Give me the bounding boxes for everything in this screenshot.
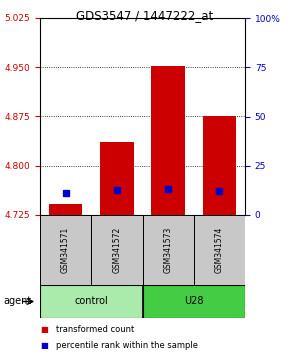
Bar	[49, 204, 82, 215]
Text: GSM341574: GSM341574	[215, 227, 224, 273]
Text: GDS3547 / 1447222_at: GDS3547 / 1447222_at	[76, 9, 214, 22]
Bar	[194, 215, 245, 285]
Bar	[151, 66, 185, 215]
Text: GSM341573: GSM341573	[164, 227, 173, 273]
Text: ■: ■	[40, 341, 48, 350]
Text: control: control	[74, 297, 108, 307]
Bar	[40, 215, 91, 285]
Bar	[100, 142, 133, 215]
Bar	[91, 215, 142, 285]
Text: U28: U28	[184, 297, 204, 307]
Bar	[203, 116, 236, 215]
Text: ■: ■	[40, 325, 48, 334]
Text: GSM341571: GSM341571	[61, 227, 70, 273]
Text: GSM341572: GSM341572	[113, 227, 122, 273]
Bar	[142, 215, 194, 285]
Text: agent: agent	[3, 297, 31, 307]
Text: percentile rank within the sample: percentile rank within the sample	[56, 341, 198, 350]
Bar	[142, 285, 245, 318]
Bar	[40, 285, 142, 318]
Text: transformed count: transformed count	[56, 325, 134, 334]
